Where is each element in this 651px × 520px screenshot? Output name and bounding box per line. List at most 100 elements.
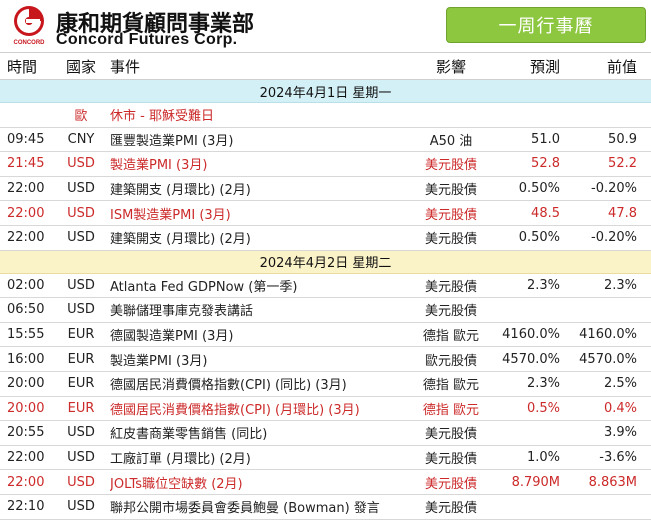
table-row: 22:10 USD 聯邦公開市場委員會委員鮑曼 (Bowman) 發言 美元股債 <box>0 494 651 520</box>
table-row: 20:00 EUR 德國居民消費價格指數(CPI) (同比) (3月) 德指 歐元 2.… <box>0 371 651 397</box>
cell-event: JOLTs職位空缺數 (2月) <box>110 469 402 495</box>
cell-time: 20:55 <box>0 420 52 446</box>
cell-country: USD <box>52 494 110 520</box>
cell-forecast: 8.790M <box>500 469 574 495</box>
cell-impact: 美元股債 <box>402 445 500 471</box>
company-name-en: Concord Futures Corp. <box>56 31 238 48</box>
column-header-time: 時間 <box>0 52 52 80</box>
cell-previous: 2.3% <box>574 273 651 299</box>
cell-country: USD <box>52 200 110 226</box>
cell-event: 聯邦公開市場委員會委員鮑曼 (Bowman) 發言 <box>110 494 402 520</box>
cell-forecast: 2.3% <box>500 371 574 397</box>
company-logo: CONCORD 康和期貨顧問事業部 Concord Futures Corp. <box>6 4 306 50</box>
cell-impact: 美元股債 <box>402 494 500 520</box>
cell-country: USD <box>52 273 110 299</box>
economic-calendar-table: 時間 國家 事件 影響 預測 前值 2024年4月1日 星期一歐休市 - 耶穌受… <box>0 52 651 520</box>
cell-event: 匯豐製造業PMI (3月) <box>110 127 402 153</box>
cell-country: USD <box>52 297 110 323</box>
date-label: 2024年4月1日 星期一 <box>0 79 651 103</box>
cell-time: 20:00 <box>0 396 52 422</box>
cell-impact: 歐元股債 <box>402 346 500 372</box>
table-row: 22:00 USD 工廠訂單 (月環比) (2月) 美元股債 1.0% -3.6% <box>0 445 651 471</box>
company-name-cn: 康和期貨顧問事業部 <box>56 11 255 37</box>
cell-impact: 美元股債 <box>402 420 500 446</box>
date-label: 2024年4月2日 星期二 <box>0 250 651 274</box>
page-header: CONCORD 康和期貨顧問事業部 Concord Futures Corp. … <box>0 0 651 52</box>
cell-event: 德國居民消費價格指數(CPI) (月環比) (3月) <box>110 396 402 422</box>
cell-country: EUR <box>52 396 110 422</box>
cell-previous: 0.4% <box>574 396 651 422</box>
weekly-calendar-button[interactable]: 一周行事曆 <box>446 7 646 43</box>
cell-impact: 德指 歐元 <box>402 371 500 397</box>
cell-country: USD <box>52 151 110 177</box>
cell-previous: 2.5% <box>574 371 651 397</box>
cell-previous <box>574 297 651 323</box>
cell-forecast: 2.3% <box>500 273 574 299</box>
cell-country: EUR <box>52 371 110 397</box>
cell-previous <box>574 102 651 128</box>
table-row: 06:50 USD 美聯儲理事庫克發表講話 美元股債 <box>0 297 651 323</box>
cell-time: 22:00 <box>0 445 52 471</box>
cell-time: 22:00 <box>0 200 52 226</box>
cell-country: USD <box>52 225 110 251</box>
cell-event: 建築開支 (月環比) (2月) <box>110 176 402 202</box>
table-row: 20:00 EUR 德國居民消費價格指數(CPI) (月環比) (3月) 德指 歐元 0… <box>0 396 651 422</box>
cell-impact: 德指 歐元 <box>402 396 500 422</box>
cell-forecast: 1.0% <box>500 445 574 471</box>
cell-time <box>0 102 52 128</box>
cell-country: USD <box>52 469 110 495</box>
cell-previous: 50.9 <box>574 127 651 153</box>
table-row: 09:45 CNY 匯豐製造業PMI (3月) A50 油 51.0 50.9 <box>0 127 651 153</box>
cell-impact: 美元股債 <box>402 200 500 226</box>
cell-previous: 52.2 <box>574 151 651 177</box>
cell-country: 歐 <box>52 102 110 128</box>
table-header-row: 時間 國家 事件 影響 預測 前值 <box>0 52 651 80</box>
cell-previous: 4160.0% <box>574 322 651 348</box>
cell-event: 建築開支 (月環比) (2月) <box>110 225 402 251</box>
cell-forecast <box>500 420 574 446</box>
cell-time: 20:00 <box>0 371 52 397</box>
cell-impact: 美元股債 <box>402 273 500 299</box>
cell-event: Atlanta Fed GDPNow (第一季) <box>110 273 402 299</box>
table-row: 16:00 EUR 製造業PMI (3月) 歐元股債 4570.0% 4570.0% <box>0 346 651 372</box>
cell-country: EUR <box>52 322 110 348</box>
cell-previous: -3.6% <box>574 445 651 471</box>
cell-impact: 美元股債 <box>402 225 500 251</box>
table-row: 22:00 USD 建築開支 (月環比) (2月) 美元股債 0.50% -0.20% <box>0 176 651 202</box>
column-header-impact: 影響 <box>402 52 500 80</box>
cell-time: 15:55 <box>0 322 52 348</box>
cell-country: USD <box>52 176 110 202</box>
cell-impact: A50 油 <box>402 127 500 153</box>
cell-impact: 美元股債 <box>402 151 500 177</box>
cell-country: USD <box>52 445 110 471</box>
table-row: 歐休市 - 耶穌受難日 <box>0 102 651 128</box>
cell-time: 22:10 <box>0 494 52 520</box>
cell-country: EUR <box>52 346 110 372</box>
cell-previous: 8.863M <box>574 469 651 495</box>
cell-event: 工廠訂單 (月環比) (2月) <box>110 445 402 471</box>
column-header-country: 國家 <box>52 52 110 80</box>
cell-impact <box>402 102 500 128</box>
cell-forecast: 0.5% <box>500 396 574 422</box>
cell-previous: 3.9% <box>574 420 651 446</box>
cell-country: USD <box>52 420 110 446</box>
cell-forecast: 0.50% <box>500 225 574 251</box>
table-row: 22:00 USD 建築開支 (月環比) (2月) 美元股債 0.50% -0.20% <box>0 225 651 251</box>
cell-time: 02:00 <box>0 273 52 299</box>
table-row: 02:00 USD Atlanta Fed GDPNow (第一季) 美元股債 2.3%… <box>0 273 651 299</box>
cell-time: 22:00 <box>0 176 52 202</box>
cell-event: ISM製造業PMI (3月) <box>110 200 402 226</box>
cell-previous: -0.20% <box>574 176 651 202</box>
cell-event: 紅皮書商業零售銷售 (同比) <box>110 420 402 446</box>
cell-forecast: 52.8 <box>500 151 574 177</box>
cell-time: 16:00 <box>0 346 52 372</box>
cell-event: 製造業PMI (3月) <box>110 346 402 372</box>
cell-event: 休市 - 耶穌受難日 <box>110 102 402 128</box>
column-header-previous: 前值 <box>574 52 651 80</box>
cell-forecast <box>500 102 574 128</box>
date-header-row: 2024年4月2日 星期二 <box>0 250 651 274</box>
cell-time: 22:00 <box>0 225 52 251</box>
cell-forecast: 4570.0% <box>500 346 574 372</box>
cell-time: 21:45 <box>0 151 52 177</box>
cell-forecast: 0.50% <box>500 176 574 202</box>
